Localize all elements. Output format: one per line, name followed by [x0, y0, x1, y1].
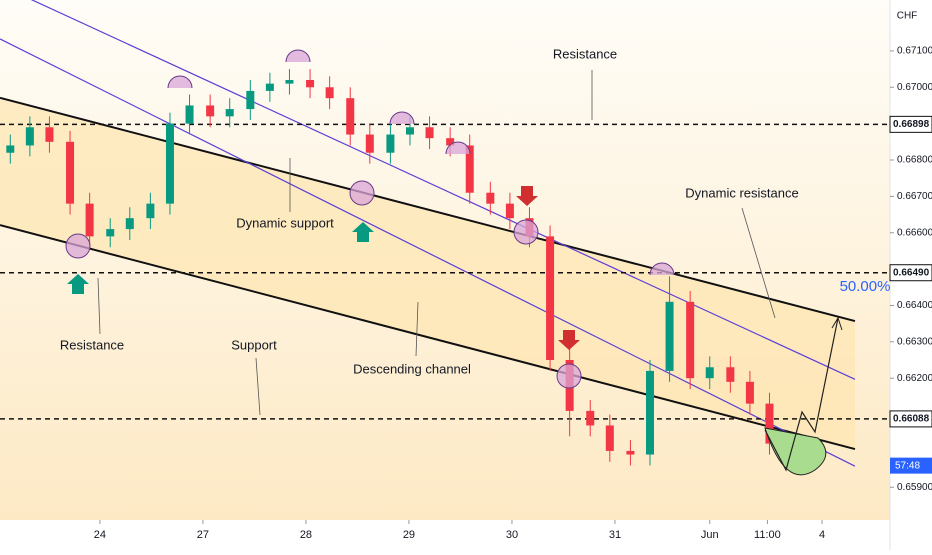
candle-body [346, 98, 355, 135]
candle-body [686, 301, 695, 379]
projection-path [764, 317, 839, 472]
x-tick-label: 24 [94, 529, 106, 541]
channel-fill [0, 99, 855, 450]
candle-body [206, 105, 215, 117]
x-tick-label: Jun [701, 529, 719, 541]
candle-body [425, 127, 434, 139]
candle-body [365, 134, 374, 153]
candle-body [285, 80, 294, 84]
candle-body [66, 141, 75, 204]
x-tick-label: 28 [300, 529, 312, 541]
annotation: Resistance [553, 46, 617, 61]
highlights [65, 49, 675, 389]
annotation: Support [231, 337, 277, 352]
x-tick-label: 30 [506, 529, 518, 541]
candle-body [405, 127, 414, 135]
candle-body [645, 370, 654, 455]
candle-body [605, 425, 614, 451]
x-tick-label: 11:00 [754, 529, 781, 541]
candle-body [626, 450, 635, 455]
y-tick-label: 0.66200 [897, 373, 932, 384]
candle-body [306, 80, 315, 88]
annotation-pointers [97, 70, 776, 416]
candle-body [726, 367, 735, 382]
x-tick-label: 4 [819, 529, 825, 541]
annotation: Dynamic support [236, 215, 334, 230]
annotation: Resistance [60, 337, 124, 352]
level-label: 0.66088 [893, 414, 930, 425]
candle-body [225, 109, 234, 117]
candle-body [465, 145, 474, 193]
candle-body [745, 381, 754, 404]
level-label-box [889, 115, 932, 133]
countdown: 57:48 [895, 460, 920, 471]
y-tick-label: 0.66800 [897, 155, 932, 166]
candle-body [765, 403, 774, 444]
currency: CHF [897, 11, 918, 22]
channel-line [0, 224, 856, 451]
candle-body [6, 145, 15, 153]
channel-line [0, 38, 856, 467]
level-label: 0.66490 [893, 267, 930, 278]
time-axis [0, 520, 890, 550]
candle-body [505, 203, 514, 219]
y-tick-label: 0.66400 [897, 300, 932, 311]
countdown-box [890, 457, 932, 474]
candle-body [125, 218, 134, 230]
candle-body [45, 127, 54, 142]
level-label-box [889, 264, 932, 282]
x-tick-label: 29 [403, 529, 415, 541]
candle-body [665, 301, 674, 371]
y-tick-label: 0.66600 [897, 227, 932, 238]
candle-body [85, 203, 94, 237]
y-tick-label: 0.65900 [897, 482, 932, 493]
annotation: Descending channel [353, 361, 471, 376]
x-tick-label: 27 [197, 529, 209, 541]
level-label: 0.66898 [893, 119, 930, 130]
candle-body [705, 367, 714, 379]
candle-body [546, 236, 555, 360]
channel-line [0, 96, 856, 323]
candle-body [446, 138, 455, 146]
candle-body [325, 87, 334, 99]
candle-body [146, 203, 155, 219]
candle-body [165, 123, 174, 204]
candle-body [586, 410, 595, 426]
y-tick-label: 0.66300 [897, 336, 932, 347]
candle-body [106, 229, 115, 237]
y-tick-label: 0.67100 [897, 46, 932, 57]
pattern-highlight [764, 427, 827, 476]
candle-body [486, 192, 495, 204]
projection-arrowhead [831, 316, 843, 331]
candle-body [185, 105, 194, 124]
channel-line [30, 0, 856, 380]
level-label-box [889, 410, 932, 428]
y-tick-label: 0.66700 [897, 191, 932, 202]
annotation: Dynamic resistance [685, 185, 798, 200]
candle-body [265, 83, 274, 91]
candle-body [386, 134, 395, 153]
candle-body [246, 90, 255, 110]
signal-arrows [67, 186, 580, 350]
y-tick-label: 0.67000 [897, 82, 932, 93]
fib-label: 50.00% [840, 278, 891, 295]
candle-body [25, 127, 34, 146]
x-tick-label: 31 [609, 529, 621, 541]
